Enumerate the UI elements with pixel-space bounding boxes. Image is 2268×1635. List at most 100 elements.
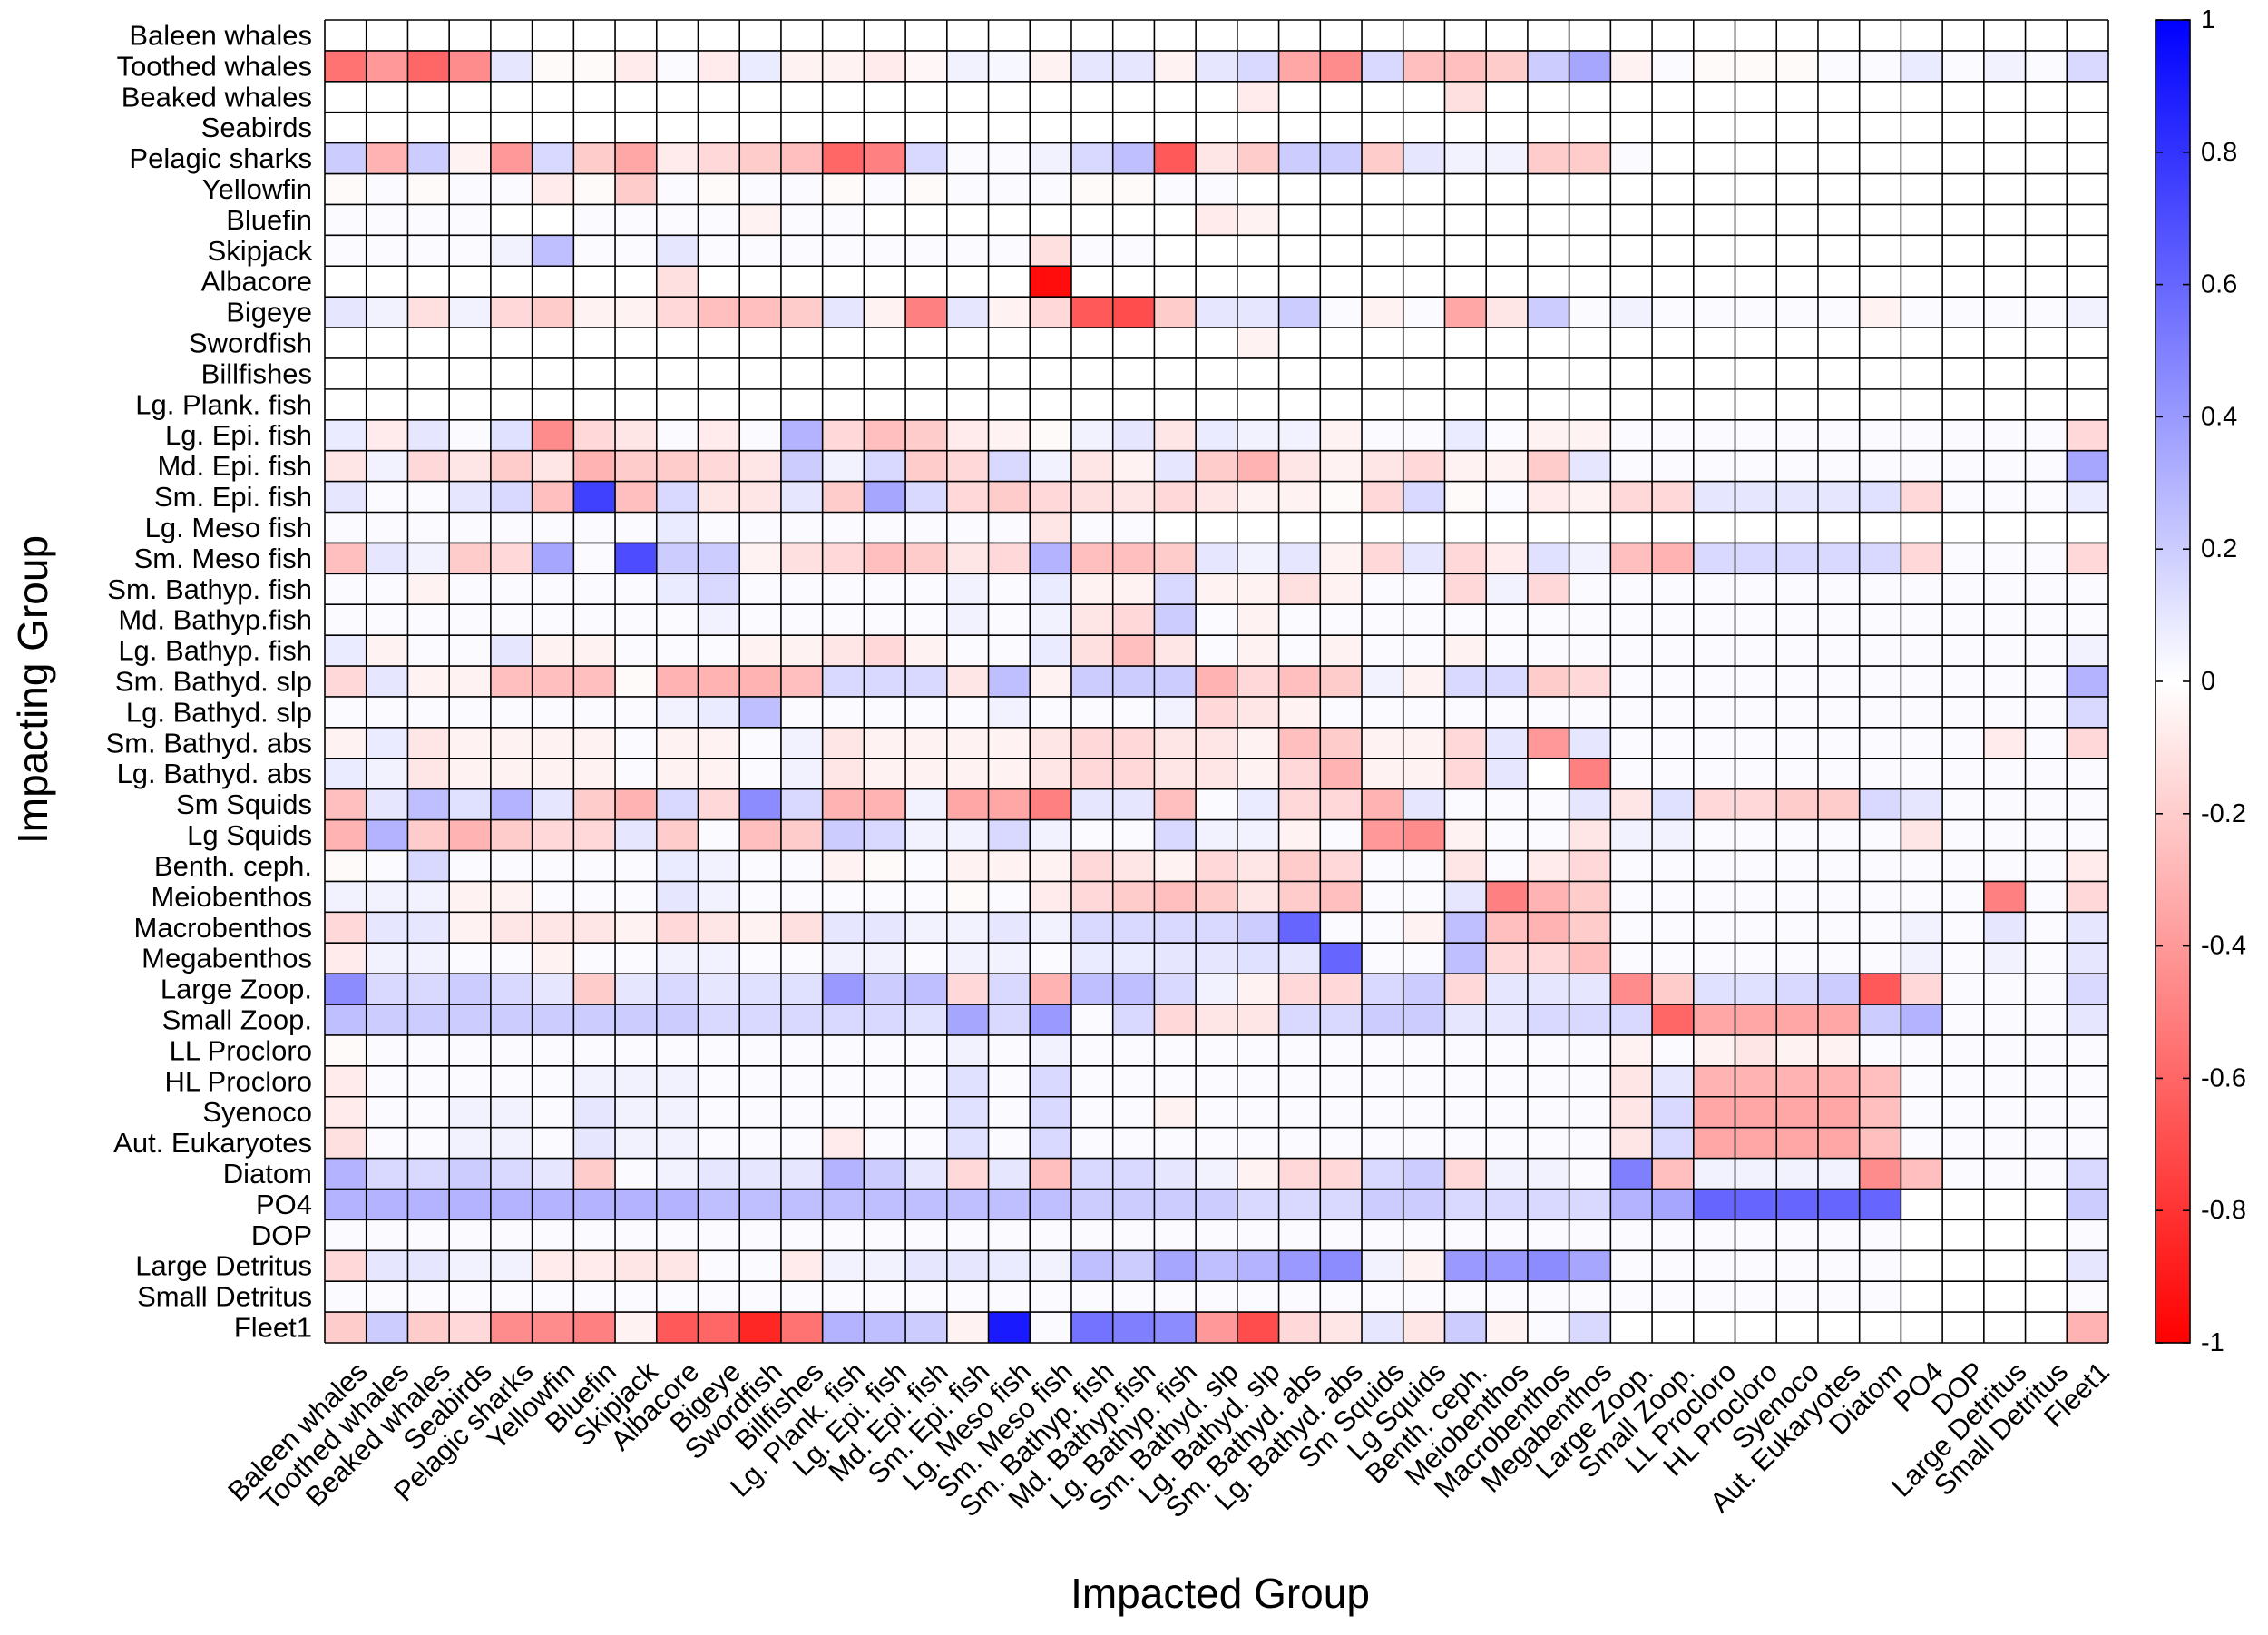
heatmap-cell — [1278, 543, 1321, 574]
heatmap-cell — [1278, 512, 1321, 543]
heatmap-cell — [1486, 1219, 1529, 1251]
heatmap-cell — [1154, 1189, 1197, 1220]
heatmap-cell — [739, 419, 782, 451]
heatmap-cell — [2025, 328, 2068, 359]
heatmap-cell — [407, 112, 450, 143]
heatmap-cell — [946, 912, 989, 944]
heatmap-cell — [1320, 81, 1363, 113]
heatmap-cell — [1610, 450, 1653, 482]
heatmap-cell — [1112, 50, 1155, 83]
heatmap-cell — [1362, 1127, 1404, 1159]
heatmap-cell — [615, 943, 658, 974]
heatmap-cell — [1652, 235, 1695, 267]
heatmap-cell — [573, 788, 616, 820]
heatmap-cell — [1901, 850, 1943, 882]
heatmap-cell — [1444, 1158, 1487, 1190]
heatmap-cell — [656, 512, 699, 543]
heatmap-cell — [1486, 1127, 1529, 1159]
heatmap-cell — [698, 357, 740, 390]
heatmap-cell — [532, 1127, 574, 1159]
heatmap-cell — [822, 204, 865, 236]
heatmap-cell — [1070, 481, 1113, 513]
heatmap-cell — [615, 204, 658, 236]
heatmap-cell — [366, 881, 408, 913]
heatmap-cell — [407, 266, 450, 298]
heatmap-cell — [1362, 81, 1404, 113]
heatmap-cell — [1983, 388, 2026, 421]
heatmap-cell — [1403, 635, 1445, 667]
heatmap-grid — [324, 19, 2109, 1344]
heatmap-cell — [1070, 266, 1113, 298]
heatmap-cell — [1237, 1034, 1279, 1067]
heatmap-cell — [325, 81, 367, 113]
heatmap-cell — [449, 1034, 492, 1067]
heatmap-cell — [656, 543, 699, 574]
heatmap-cell — [1859, 696, 1901, 729]
heatmap-cell — [1444, 266, 1487, 298]
heatmap-cell — [864, 1219, 906, 1251]
heatmap-cell — [1817, 50, 1860, 83]
heatmap-cell — [656, 142, 699, 174]
heatmap-cell — [615, 1034, 658, 1067]
heatmap-cell — [1942, 1065, 1985, 1098]
heatmap-cell — [615, 1096, 658, 1128]
heatmap-cell — [1610, 328, 1653, 359]
heatmap-cell — [739, 481, 782, 513]
heatmap-cell — [532, 20, 574, 52]
heatmap-cell — [656, 173, 699, 205]
heatmap-cell — [780, 819, 823, 851]
heatmap-cell — [1776, 50, 1819, 83]
heatmap-cell — [449, 1219, 492, 1251]
heatmap-cell — [864, 543, 906, 574]
heatmap-cell — [905, 604, 948, 636]
heatmap-cell — [656, 1127, 699, 1159]
heatmap-cell — [2025, 388, 2068, 421]
heatmap-cell — [1403, 1281, 1445, 1313]
heatmap-cell — [325, 204, 367, 236]
heatmap-cell — [1983, 1219, 2026, 1251]
heatmap-cell — [822, 1065, 865, 1098]
heatmap-cell — [1486, 450, 1529, 482]
heatmap-cell — [366, 758, 408, 789]
heatmap-cell — [1817, 1065, 1860, 1098]
heatmap-cell — [1735, 235, 1777, 267]
heatmap-cell — [780, 1065, 823, 1098]
heatmap-cell — [1362, 912, 1404, 944]
heatmap-cell — [449, 112, 492, 143]
heatmap-cell — [905, 112, 948, 143]
heatmap-cell — [1486, 1004, 1529, 1036]
heatmap-cell — [1362, 1034, 1404, 1067]
heatmap-cell — [532, 974, 574, 1005]
heatmap-cell — [532, 912, 574, 944]
heatmap-cell — [698, 297, 740, 328]
heatmap-cell — [1403, 1004, 1445, 1036]
heatmap-cell — [1362, 419, 1404, 451]
heatmap-cell — [573, 419, 616, 451]
heatmap-cell — [739, 1127, 782, 1159]
heatmap-cell — [2067, 1281, 2109, 1313]
heatmap-cell — [1403, 1250, 1445, 1282]
heatmap-cell — [1901, 1158, 1943, 1190]
heatmap-cell — [905, 388, 948, 421]
heatmap-cell — [1278, 758, 1321, 789]
heatmap-cell — [1983, 974, 2026, 1005]
heatmap-cell — [1320, 635, 1363, 667]
heatmap-cell — [988, 297, 1031, 328]
heatmap-cell — [1652, 604, 1695, 636]
heatmap-cell — [780, 1250, 823, 1282]
heatmap-cell — [1154, 419, 1197, 451]
heatmap-cell — [1154, 727, 1197, 759]
heatmap-cell — [1610, 235, 1653, 267]
heatmap-cell — [1735, 1189, 1777, 1220]
heatmap-cell — [366, 50, 408, 83]
heatmap-cell — [1112, 974, 1155, 1005]
heatmap-cell — [1859, 450, 1901, 482]
heatmap-cell — [2025, 943, 2068, 974]
heatmap-cell — [1278, 297, 1321, 328]
heatmap-cell — [1444, 604, 1487, 636]
heatmap-cell — [490, 512, 533, 543]
heatmap-cell — [656, 388, 699, 421]
heatmap-cell — [1237, 142, 1279, 174]
heatmap-cell — [615, 450, 658, 482]
heatmap-cell — [905, 1065, 948, 1098]
